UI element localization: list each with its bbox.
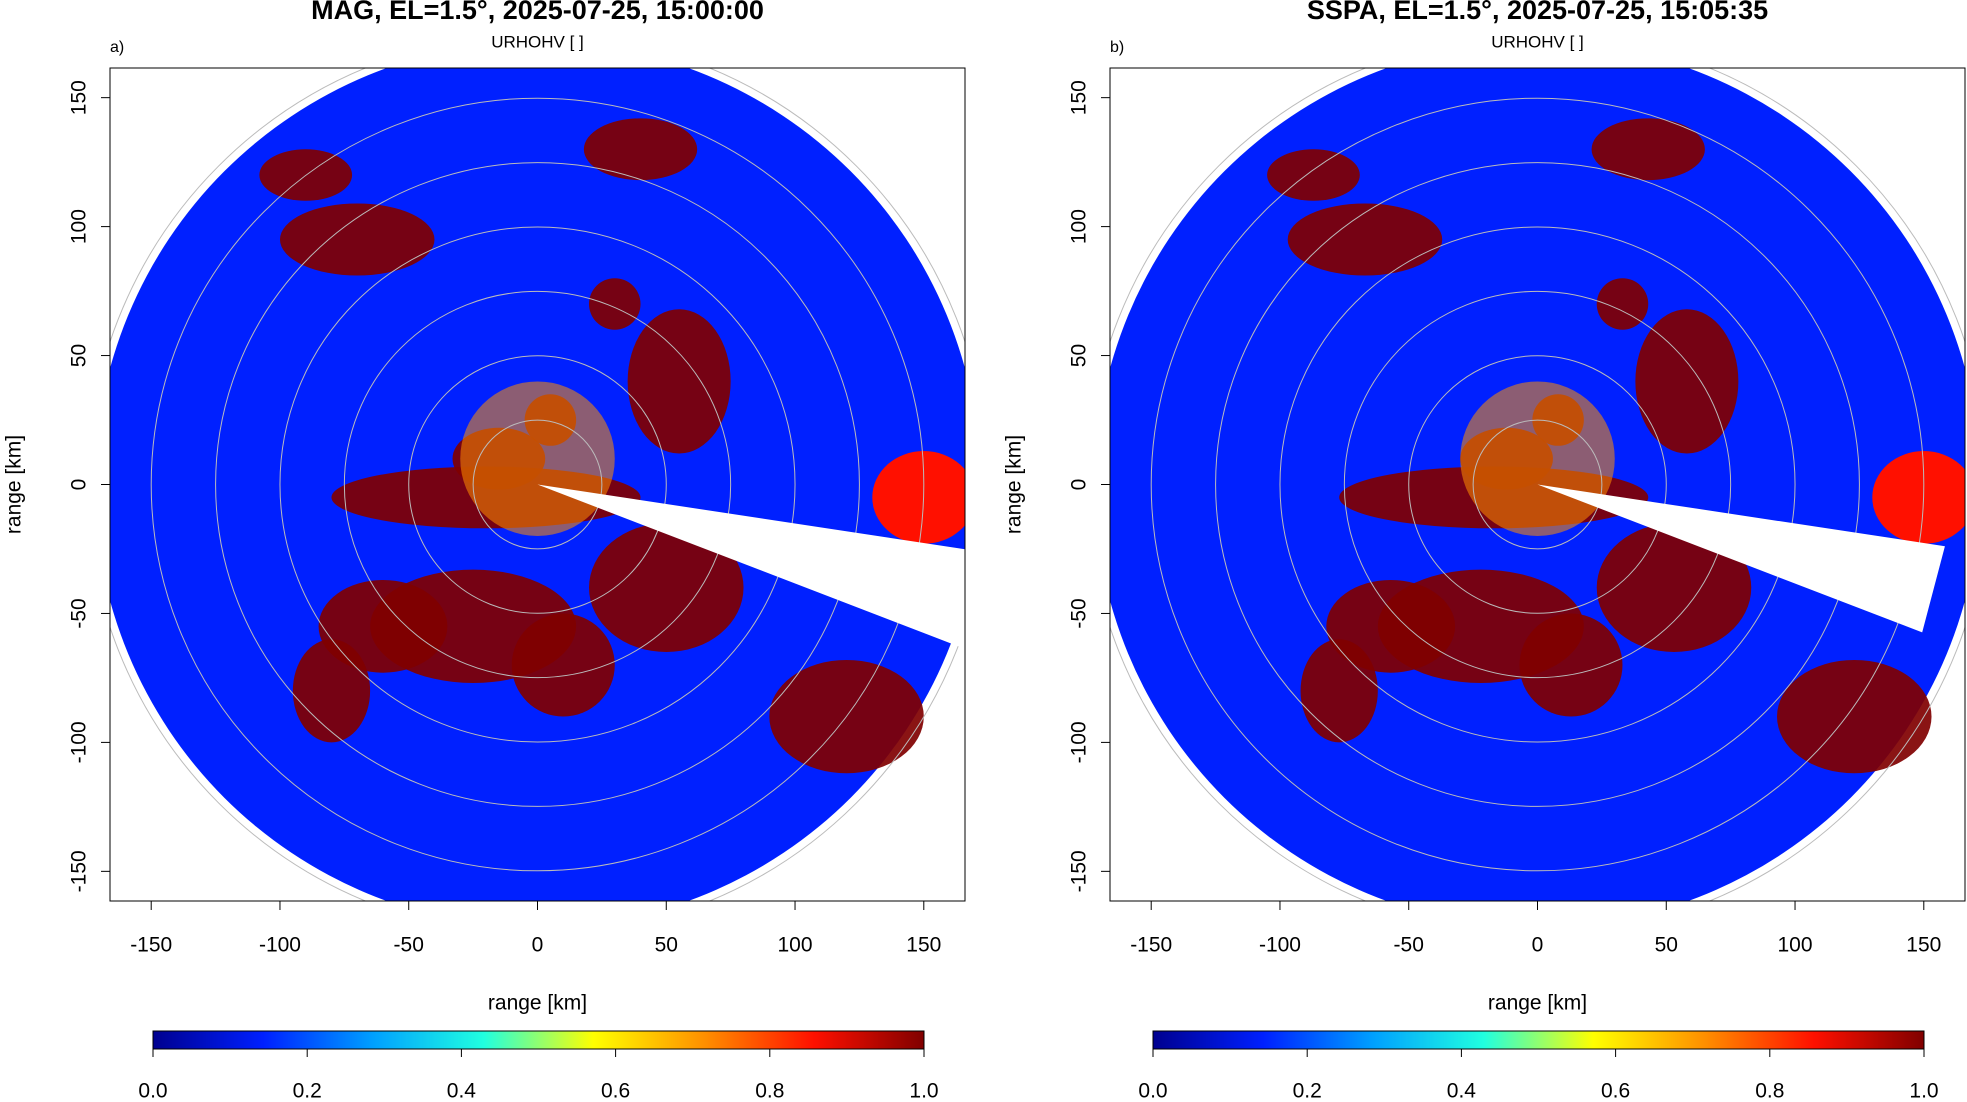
echo-region: [292, 639, 371, 743]
echo-region: [589, 278, 641, 330]
echo-edge: [872, 451, 965, 544]
x-tick-label: 150: [906, 934, 941, 957]
x-tick-label: -150: [1130, 934, 1172, 957]
blocked-sector: [1537, 484, 1945, 633]
colorbar-tick-label: 0.0: [1138, 1080, 1167, 1102]
y-tick-label: 150: [1068, 80, 1091, 115]
chart-title: SSPA, EL=1.5°, 2025-07-25, 15:05:35: [1307, 0, 1768, 25]
echo-region: [1300, 639, 1378, 743]
echo-region: [1287, 203, 1443, 276]
echo-region: [1591, 118, 1705, 181]
echo-region: [279, 203, 435, 276]
colorbar-tick-label: 0.8: [755, 1080, 784, 1102]
y-axis-label: range [km]: [1003, 435, 1026, 534]
x-tick-label: -150: [130, 934, 172, 957]
panel: MAG, EL=1.5°, 2025-07-25, 15:00:00 a) URHO…: [3, 0, 966, 1102]
y-tick-label: -50: [1068, 598, 1091, 628]
echo-region: [627, 309, 731, 454]
y-tick-label: 100: [1068, 209, 1091, 244]
x-tick-label: 0: [532, 934, 544, 957]
x-tick-label: 100: [1778, 934, 1813, 957]
range-ring: [1408, 355, 1667, 614]
x-axis-label: range [km]: [1488, 992, 1587, 1015]
radar-field: [1110, 68, 1965, 901]
range-ring: [279, 226, 796, 743]
y-tick-label: 50: [1068, 344, 1091, 367]
y-tick-label: -150: [68, 850, 91, 892]
x-tick-label: 150: [1906, 934, 1941, 957]
y-axis-label: range [km]: [3, 435, 26, 534]
echo-region: [1267, 149, 1360, 201]
colorbar-tick-label: 0.2: [1293, 1080, 1322, 1102]
echo-region: [1596, 523, 1752, 653]
radar-field: [110, 68, 965, 901]
y-tick-label: -150: [1068, 850, 1091, 892]
colorbar-tick-label: 0.6: [1601, 1080, 1630, 1102]
echo-edge: [1872, 451, 1965, 544]
y-tick-label: -100: [68, 721, 91, 763]
range-ring: [472, 419, 603, 550]
colorbar-tick-label: 0.4: [447, 1080, 477, 1102]
panel-label: a): [110, 39, 124, 56]
chart-subtitle: URHOHV [ ]: [491, 32, 584, 51]
blocked-sector: [537, 484, 965, 649]
echo-region: [1635, 309, 1739, 454]
x-axis-label: range [km]: [488, 992, 587, 1015]
echo-region: [1519, 613, 1623, 717]
colorbar-tick-label: 0.4: [1447, 1080, 1477, 1102]
echo-region: [1596, 278, 1649, 330]
colorbar-tick-label: 0.6: [601, 1080, 630, 1102]
range-ring: [1279, 226, 1796, 743]
panel-label: b): [1110, 39, 1124, 56]
colorbar-tick-label: 1.0: [1909, 1080, 1938, 1102]
range-ring: [1472, 419, 1603, 550]
range-ring: [408, 355, 667, 614]
range-ring: [1343, 290, 1732, 679]
range-ring: [1150, 97, 1925, 872]
y-tick-label: -100: [1068, 721, 1091, 763]
echo-region: [589, 523, 744, 653]
x-tick-label: 100: [778, 934, 813, 957]
panel: SSPA, EL=1.5°, 2025-07-25, 15:05:35 b) URH…: [1003, 0, 1966, 1102]
x-tick-label: 50: [1655, 934, 1678, 957]
x-tick-label: 50: [655, 934, 678, 957]
colorbar-tick-label: 0.0: [138, 1080, 167, 1102]
y-tick-label: 0: [1068, 479, 1091, 491]
range-ring: [1215, 162, 1860, 807]
near-clutter: [1460, 381, 1615, 536]
y-tick-label: 50: [68, 344, 91, 367]
x-tick-label: -100: [1259, 934, 1301, 957]
colorbar-tick-label: 1.0: [909, 1080, 938, 1102]
y-tick-label: 100: [68, 209, 91, 244]
echo-region: [1777, 659, 1932, 774]
y-tick-label: 150: [68, 80, 91, 115]
echo-region: [511, 613, 615, 717]
x-tick-label: -50: [394, 934, 424, 957]
colorbar: [152, 1030, 925, 1050]
y-tick-label: -50: [68, 598, 91, 628]
colorbar-tick-label: 0.8: [1755, 1080, 1784, 1102]
chart-title: MAG, EL=1.5°, 2025-07-25, 15:00:00: [311, 0, 764, 25]
near-clutter: [460, 381, 615, 536]
echo-region: [583, 118, 698, 181]
colorbar-tick-label: 0.2: [293, 1080, 322, 1102]
x-tick-label: -50: [1394, 934, 1424, 957]
range-ring: [343, 290, 732, 679]
colorbar: [1152, 1030, 1925, 1050]
x-tick-label: 0: [1532, 934, 1544, 957]
x-tick-label: -100: [259, 934, 301, 957]
chart-subtitle: URHOHV [ ]: [1491, 32, 1584, 51]
range-ring: [215, 162, 860, 807]
range-ring: [150, 97, 925, 872]
y-tick-label: 0: [68, 479, 91, 491]
